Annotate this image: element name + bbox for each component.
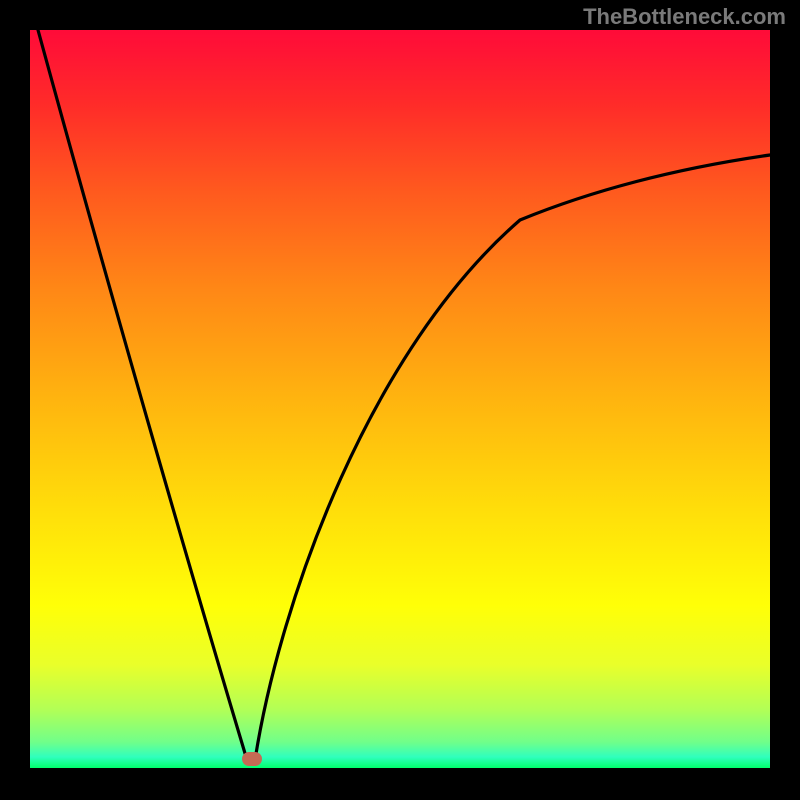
chart-svg: TheBottleneck.com — [0, 0, 800, 800]
bottleneck-chart: TheBottleneck.com — [0, 0, 800, 800]
optimal-point-marker — [242, 752, 262, 766]
watermark: TheBottleneck.com — [583, 4, 786, 29]
